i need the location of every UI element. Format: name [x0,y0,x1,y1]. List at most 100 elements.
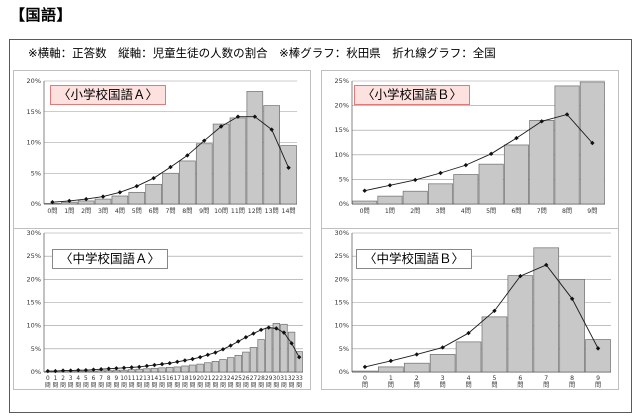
x-tick-label: 22 問 [212,376,220,389]
legend-note: ※横軸：正答数 縦軸：児童生徒の人数の割合 ※棒グラフ：秋田県 折れ線グラフ：全… [28,46,496,60]
y-tick-label: 5% [339,345,349,353]
x-tick-label: 6問 [149,208,159,215]
line-point [197,354,203,360]
chart-elementary-a-plot: 0%5%10%15%20%0問 1問 2問 3問 4問 5問 6問 7問 8問 9問 10問 11問 1… [27,77,297,215]
x-tick-label: 1問 [64,208,74,215]
bar [257,339,265,373]
bar [77,200,95,205]
bar [429,354,456,373]
line-point [182,358,188,363]
line-point [167,360,172,366]
bar [272,322,280,373]
y-tick-label: 10% [335,151,349,159]
line-point [362,188,367,193]
bar [559,278,585,373]
y-tick-label: 25% [27,252,41,260]
bar [229,117,247,205]
line-point [83,196,89,202]
bar [554,85,580,205]
x-tick-label: 2問 [410,208,420,215]
x-tick-label: 8問 [562,208,572,215]
line-point [438,170,443,176]
line-point [168,164,173,170]
bar [352,200,378,205]
page-heading: 【国語】 [10,6,73,24]
line-point [106,366,111,371]
bar [246,91,264,205]
x-tick-label: 16 問 [166,376,174,389]
y-tick-label: 15% [335,126,349,134]
line-point [544,262,549,268]
x-tick-label: 29 問 [265,376,273,389]
chart-elementary-b: 0% 5% 10% 15% 20% 25% 0問 1問 2問 3問 4問 5問 6問 7問 8問 9問 〈小学… [322,71,618,246]
x-tick-label: 12問 [248,208,262,215]
y-tick-label: 25% [335,252,349,260]
bar [428,183,454,205]
line-point [236,339,241,344]
line-point [100,194,106,199]
bar [127,369,136,373]
line-point [387,183,393,188]
x-tick-label: 3問 [435,208,445,215]
x-tick-label: 7問 [165,208,175,215]
bar [162,172,179,205]
x-tick-label: 14問 [282,208,296,215]
line-point [243,335,249,340]
bar [280,323,288,373]
line-point [144,363,150,369]
x-tick-label: 1問 [385,208,395,215]
chart-junior-high-b-plot: 0% 5% 10% 15% 20% 25% 30% 0 問 1 問 2 問 3 問 4 問 5 問 6 問 7 問 8 問 9 問 [335,229,611,389]
bar [585,339,611,373]
line-point [414,352,419,357]
y-tick-label: 15% [27,299,41,307]
line-point [269,127,274,132]
bar [204,362,212,373]
line-point [114,366,119,371]
bar [188,364,197,373]
line-point [213,350,218,355]
line-point [190,356,195,362]
bar [226,357,235,373]
bar [219,359,227,373]
y-tick-label: 5% [31,169,41,177]
bar [196,363,204,373]
x-tick-label: 4問 [115,208,125,215]
line-point [91,367,96,372]
line-point [281,330,287,335]
line-point [440,345,445,350]
x-tick-label: 27 問 [250,376,258,389]
bar [120,369,128,373]
bar [377,195,403,205]
x-tick-label: 33 問 [295,376,303,389]
chart-elementary-a: 0% 5% 10% 15% 20% 0問 1問 2問 3問 4問 5問 6問 7問 8問 9問 10問 11問 1… [14,71,310,246]
y-tick-label: 0% [31,200,41,208]
line-point [488,151,494,157]
line-point [388,358,394,364]
bar [403,362,430,373]
bar [295,351,303,373]
x-tick-label: 7問 [537,208,547,215]
x-tick-label: 5問 [132,208,142,215]
bar [166,367,174,373]
x-tick-label: 0問 [360,208,370,215]
bar [150,367,159,373]
bar [212,123,230,205]
chart-junior-high-a: 0% 5% 10% 15% 20% 25% 30% 0 問 1 問 2 問 3 問 4 問 5 問 6 問 7 問 8 問 9 問 1… [14,229,310,389]
bar [135,368,143,373]
x-tick-label: 32 問 [288,376,296,389]
bar [287,331,296,373]
line-point [274,326,279,331]
bar [263,105,280,205]
bar [478,163,504,205]
bar [234,354,242,373]
line-point [137,364,142,370]
line-point [185,153,190,158]
